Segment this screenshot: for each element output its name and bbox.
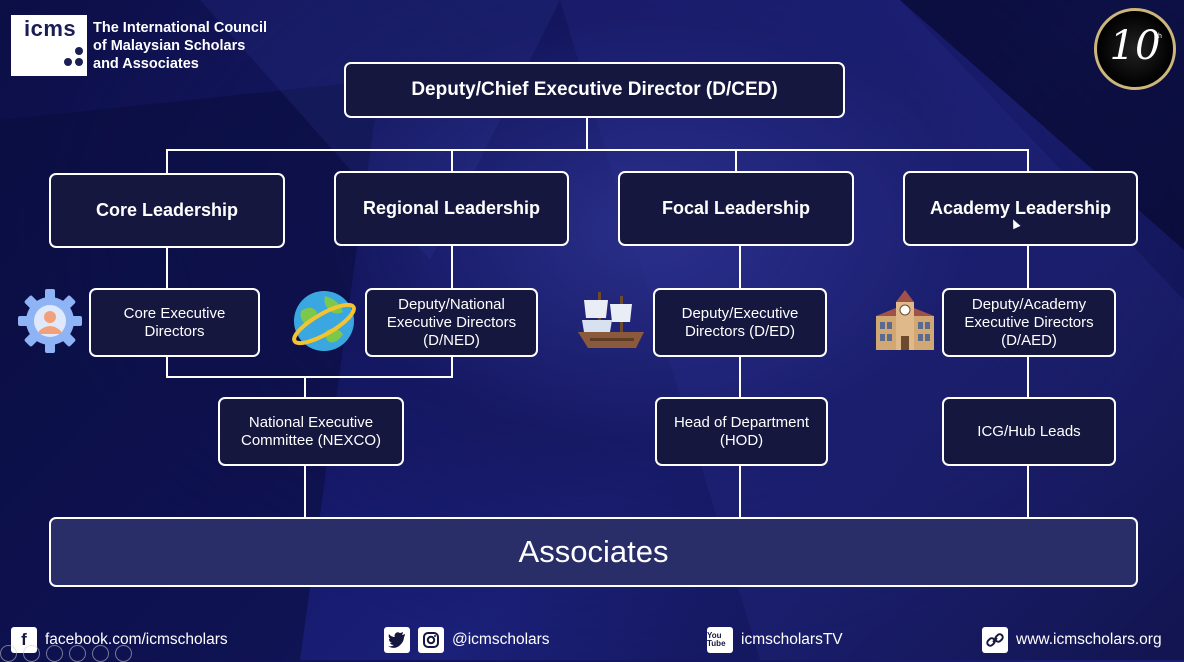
ship-icon xyxy=(578,292,644,348)
logo-text: icms xyxy=(24,16,77,41)
executive-directors: Deputy/Executive Directors (D/ED) xyxy=(653,288,827,357)
more-icon[interactable] xyxy=(115,645,132,662)
connector xyxy=(586,117,588,150)
youtube-channel[interactable]: icmscholarsTV xyxy=(741,631,843,648)
youtube-icon: You Tube xyxy=(707,627,733,653)
academy-building-icon xyxy=(876,290,934,350)
root-label: Deputy/Chief Executive Director (D/CED) xyxy=(411,79,778,100)
head-of-department-box: Head of Department (HOD) xyxy=(655,397,828,466)
instagram-icon xyxy=(418,627,444,653)
nexco-box: National Executive Committee (NEXCO) xyxy=(218,397,404,466)
connector xyxy=(1027,149,1029,171)
twitter-icon xyxy=(384,627,410,653)
connector xyxy=(166,149,1029,151)
core-executive-directors: Core Executive Directors xyxy=(89,288,260,357)
national-executive-directors: Deputy/National Executive Directors (D/N… xyxy=(365,288,538,357)
arrow-icon[interactable] xyxy=(0,645,17,662)
link-icon xyxy=(982,627,1008,653)
facebook-link[interactable]: facebook.com/icmscholars xyxy=(45,631,228,648)
root-node: Deputy/Chief Executive Director (D/CED) xyxy=(344,62,845,118)
organization-name: The International Council of Malaysian S… xyxy=(93,20,268,72)
zoom-icon[interactable] xyxy=(69,645,86,662)
pen-icon[interactable] xyxy=(23,645,40,662)
website-link[interactable]: www.icmscholars.org xyxy=(1016,631,1162,648)
social-handle[interactable]: @icmscholars xyxy=(452,631,550,648)
footer-youtube[interactable]: You Tube icmscholarsTV xyxy=(707,624,843,656)
connector xyxy=(1027,245,1029,518)
connector xyxy=(451,149,453,171)
slides-icon[interactable] xyxy=(46,645,63,662)
connector xyxy=(166,149,168,173)
footer-social[interactable]: @icmscholars xyxy=(384,624,550,656)
academy-executive-directors: Deputy/Academy Executive Directors (D/AE… xyxy=(942,288,1116,357)
icms-logo: icms xyxy=(11,15,87,76)
branch-regional: Regional Leadership xyxy=(334,171,569,246)
branch-focal: Focal Leadership xyxy=(618,171,854,246)
gear-person-icon xyxy=(18,289,82,353)
associates-box: Associates xyxy=(49,517,1138,587)
subtitle-icon[interactable] xyxy=(92,645,109,662)
player-toolbar xyxy=(0,645,132,662)
connector xyxy=(166,376,453,378)
branch-academy: Academy Leadership xyxy=(903,171,1138,246)
footer-website[interactable]: www.icmscholars.org xyxy=(982,624,1162,656)
connector xyxy=(735,149,737,171)
branch-core: Core Leadership xyxy=(49,173,285,248)
anniversary-badge: 10 th xyxy=(1094,8,1176,90)
globe-icon xyxy=(292,291,356,351)
connector xyxy=(739,245,741,518)
icg-hub-leads-box: ICG/Hub Leads xyxy=(942,397,1116,466)
